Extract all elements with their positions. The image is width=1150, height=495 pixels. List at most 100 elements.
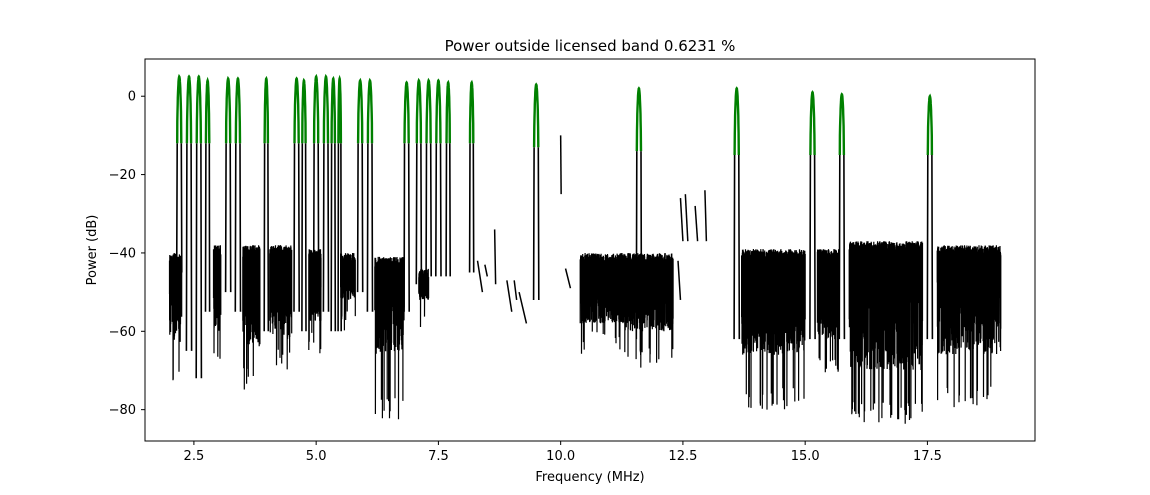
licensed-channel-10 [322, 73, 330, 144]
sparse-trace-12 [677, 260, 682, 301]
channel-skirt-0 [175, 143, 183, 273]
x-tick-label: 12.5 [668, 449, 697, 464]
licensed-channel-14 [366, 77, 374, 144]
licensed-channel-13 [356, 77, 364, 144]
plot-traces [168, 73, 1002, 424]
channel-skirt-24 [809, 154, 816, 340]
licensed-channel-25 [838, 92, 846, 156]
licensed-channel-1 [185, 74, 193, 144]
channel-skirt-19 [445, 143, 451, 277]
channel-skirt-18 [435, 143, 442, 277]
licensed-channel-18 [435, 78, 442, 144]
y-tick-label: −80 [109, 403, 136, 418]
licensed-channel-11 [330, 75, 337, 144]
y-tick-label: −20 [109, 168, 136, 183]
channel-skirt-20 [468, 143, 475, 273]
channel-skirt-14 [366, 143, 374, 312]
licensed-channel-21 [532, 82, 540, 148]
plot-frame [144, 58, 1036, 442]
sparse-trace-5 [518, 291, 528, 324]
noise-segment-10 [741, 248, 806, 410]
noise-segment-6 [374, 256, 405, 420]
chart-title: Power outside licensed band 0.6231 % [445, 37, 736, 55]
channel-skirt-7 [293, 143, 300, 312]
x-tick-label: 15.0 [791, 449, 820, 464]
noise-segment-13 [936, 245, 1002, 408]
channel-skirt-5 [234, 143, 242, 312]
sparse-trace-8 [679, 198, 684, 242]
channel-skirt-4 [224, 143, 232, 293]
y-tick-label: 0 [128, 90, 136, 105]
sparse-trace-1 [484, 264, 489, 277]
sparse-trace-9 [684, 194, 689, 242]
channel-skirt-9 [312, 143, 320, 312]
sparse-trace-4 [513, 280, 518, 301]
licensed-channel-20 [468, 79, 475, 144]
noise-segment-11 [816, 249, 840, 373]
noise-segment-2 [242, 245, 261, 390]
licensed-channel-16 [415, 77, 423, 144]
licensed-channel-17 [425, 77, 432, 144]
x-tick-label: 10.0 [546, 449, 575, 464]
channel-skirt-26 [926, 154, 934, 340]
licensed-channel-23 [733, 86, 740, 156]
noise-segment-5 [340, 252, 356, 331]
channel-skirt-6 [263, 143, 270, 332]
noise-segment-1 [212, 245, 222, 359]
sparse-trace-11 [704, 190, 708, 242]
sparse-trace-2 [493, 229, 497, 285]
noise-segment-12 [848, 241, 924, 424]
licensed-channel-0 [176, 73, 183, 144]
licensed-channel-3 [204, 76, 211, 144]
licensed-channel-5 [234, 76, 242, 144]
channel-skirt-21 [532, 147, 540, 301]
noise-segment-8 [579, 252, 625, 354]
y-axis-label: Power (dB) [85, 215, 100, 286]
licensed-channel-15 [403, 80, 410, 144]
y-tick-label: −60 [109, 325, 136, 340]
channel-skirt-25 [838, 154, 846, 340]
licensed-channel-22 [635, 86, 643, 152]
licensed-channel-2 [195, 74, 203, 144]
channel-skirt-15 [403, 143, 410, 312]
channel-skirt-2 [195, 143, 203, 379]
channel-skirt-11 [330, 143, 337, 332]
y-tick-label: −40 [109, 246, 136, 261]
sparse-trace-7 [564, 268, 572, 289]
licensed-channel-24 [809, 90, 816, 156]
sparse-trace-0 [476, 260, 484, 293]
channel-skirt-13 [356, 143, 364, 293]
x-tick-label: 17.5 [913, 449, 942, 464]
noise-segment-3 [269, 245, 293, 370]
x-tick-label: 2.5 [184, 449, 205, 464]
x-axis-label: Frequency (MHz) [535, 470, 644, 485]
licensed-channel-26 [926, 93, 934, 156]
licensed-channel-6 [263, 75, 270, 144]
channel-skirt-1 [185, 143, 193, 351]
channel-skirt-10 [322, 143, 330, 312]
licensed-channel-7 [293, 76, 300, 144]
channel-skirt-12 [337, 143, 342, 332]
channel-skirt-23 [733, 154, 741, 340]
noise-segment-7 [418, 268, 430, 328]
channel-skirt-8 [301, 143, 307, 332]
channel-skirt-16 [415, 143, 423, 285]
channel-skirt-17 [425, 143, 432, 277]
y-axis: 0 −20 −40 −60 −80 [109, 90, 145, 418]
sparse-trace-3 [506, 280, 513, 312]
licensed-channel-8 [301, 77, 307, 144]
x-axis: 2.5 5.0 7.5 10.0 12.5 15.0 17.5 [184, 441, 942, 464]
channel-skirt-22 [635, 151, 643, 340]
x-tick-label: 7.5 [428, 449, 449, 464]
licensed-channel-9 [312, 73, 320, 144]
channel-skirt-3 [204, 143, 211, 312]
licensed-channel-19 [445, 79, 451, 144]
noise-segment-9 [623, 252, 674, 368]
x-tick-label: 5.0 [306, 449, 327, 464]
sparse-trace-10 [694, 205, 699, 242]
noise-segment-0 [168, 253, 183, 381]
licensed-channel-12 [337, 74, 343, 144]
licensed-channel-4 [224, 75, 232, 144]
